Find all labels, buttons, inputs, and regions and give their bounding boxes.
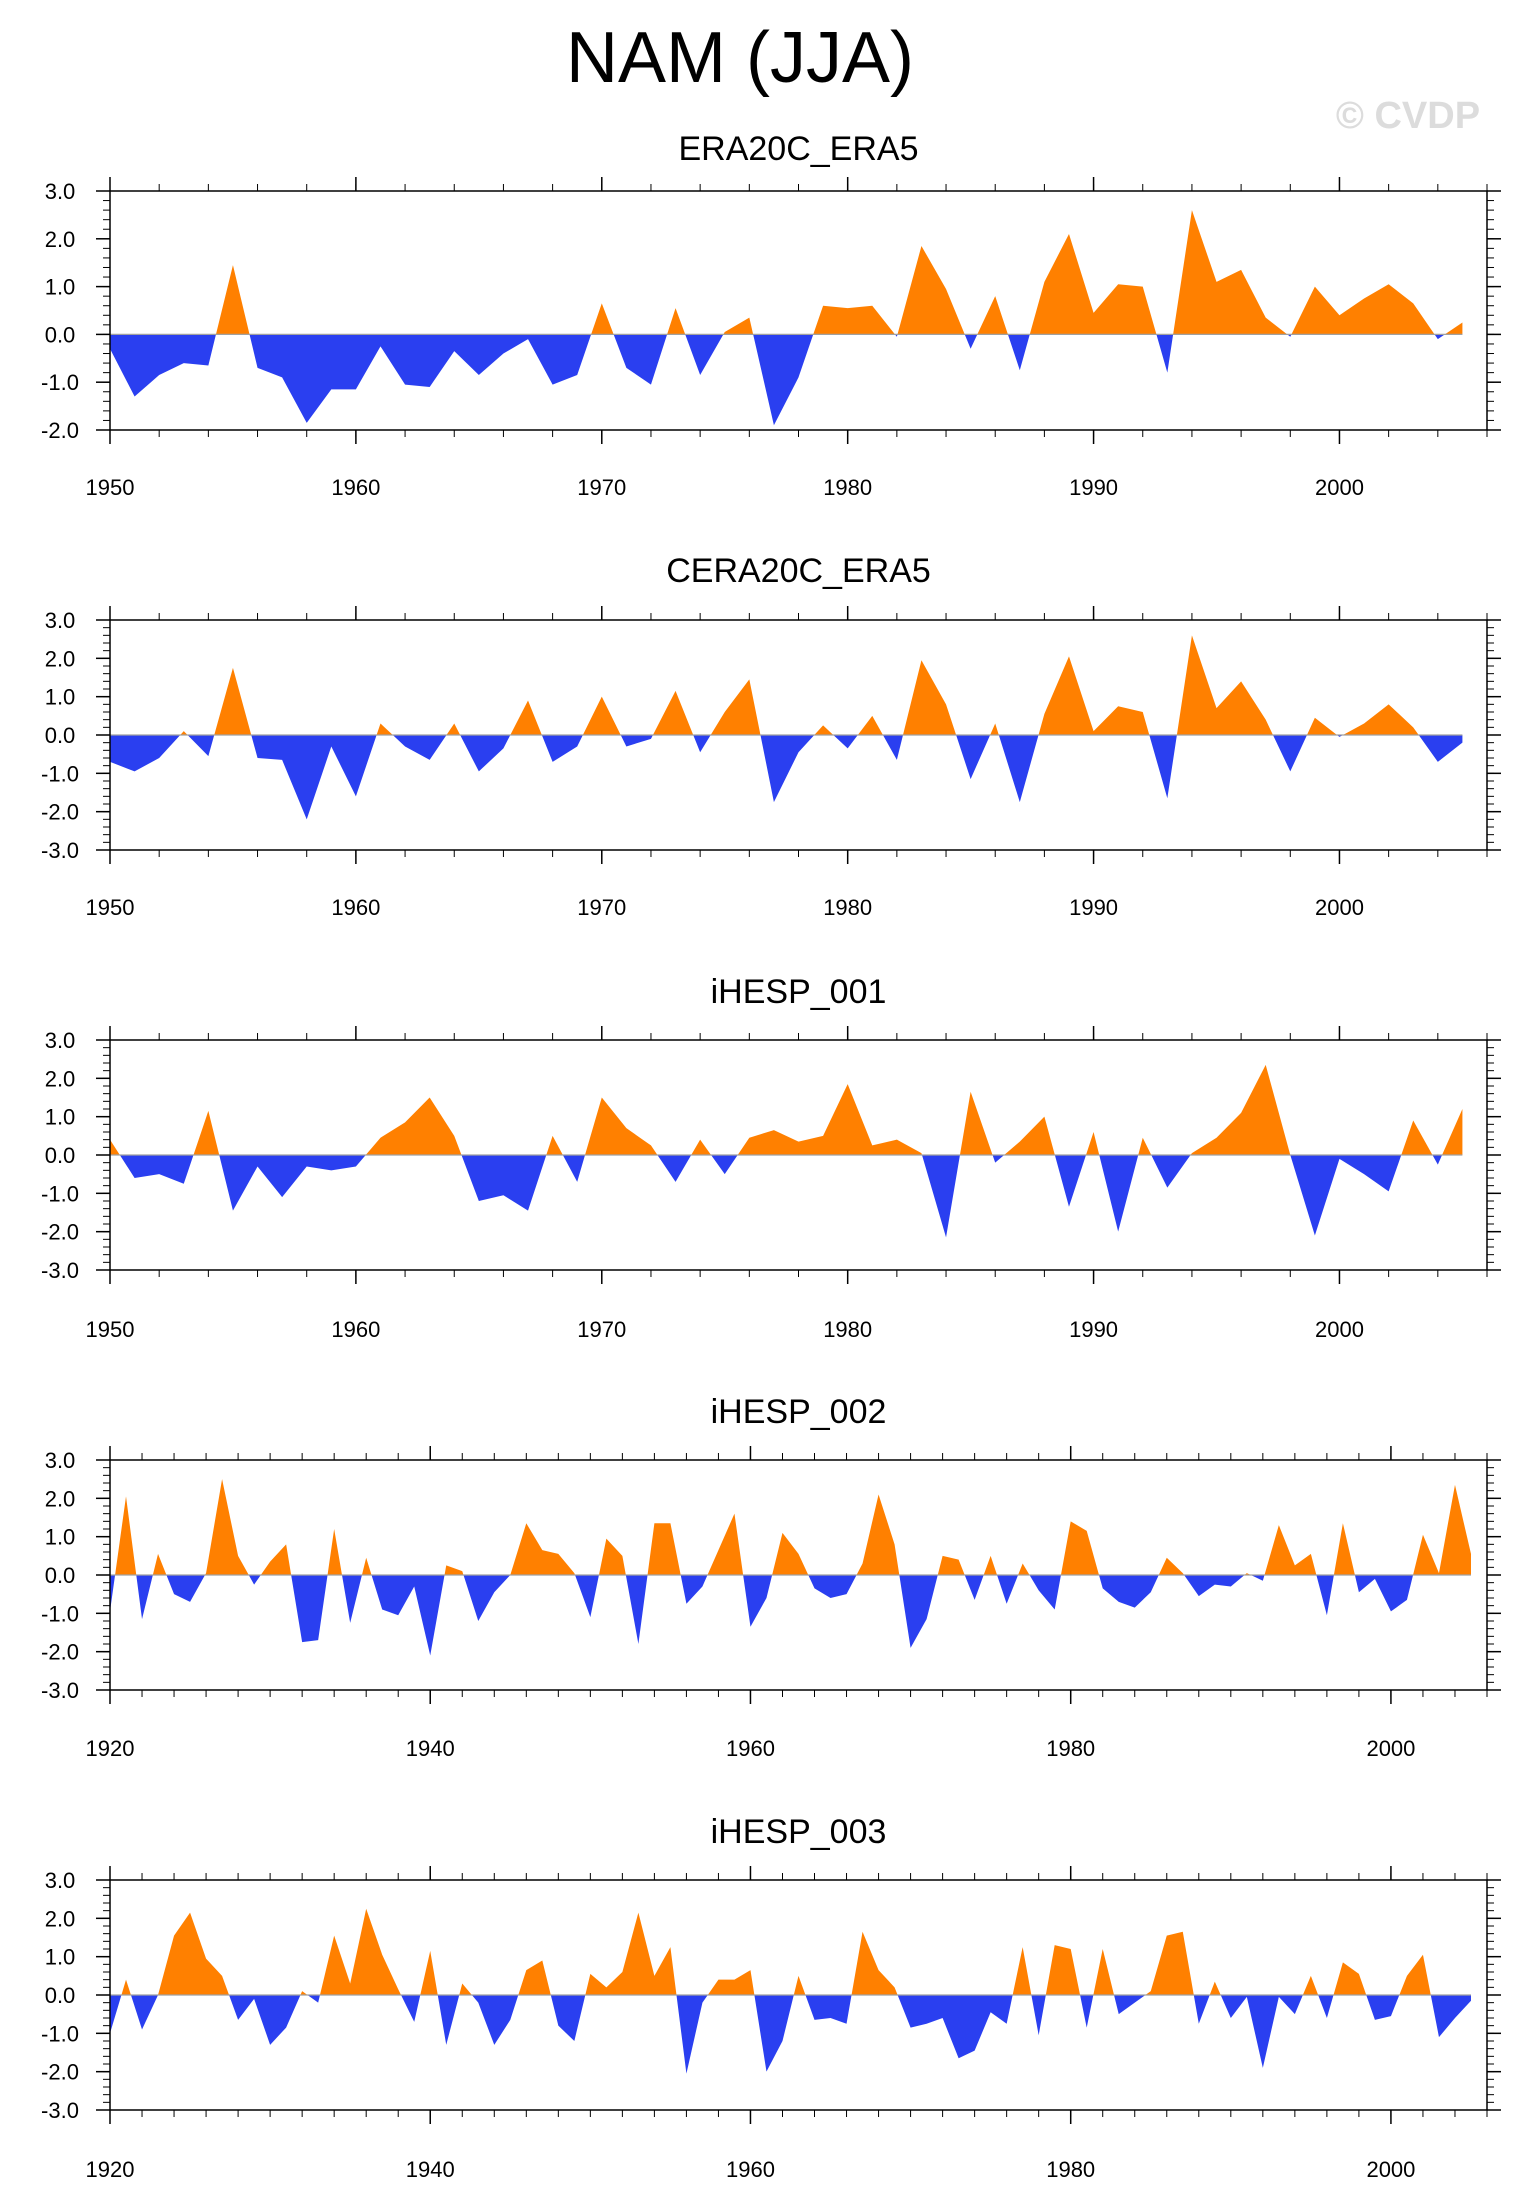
x-tick-label: 2000 (1315, 475, 1364, 500)
x-tick-label: 1980 (1046, 1736, 1095, 1761)
x-tick-label: 1970 (577, 895, 626, 920)
y-tick-label: 0.0 (45, 1143, 76, 1168)
y-tick-label: 1.0 (45, 1105, 76, 1130)
x-tick-label: 2000 (1366, 1736, 1415, 1761)
negative-anomaly-area (110, 1155, 1463, 1238)
x-tick-label: 1970 (577, 475, 626, 500)
y-tick-label: -1.0 (41, 370, 79, 395)
y-tick-label: 0.0 (45, 1983, 76, 2008)
x-tick-label: 1940 (406, 1736, 455, 1761)
y-tick-label: 1.0 (45, 685, 76, 710)
y-tick-label: 0.0 (45, 1563, 76, 1588)
y-tick-label: -2.0 (41, 1220, 79, 1245)
y-tick-label: 2.0 (45, 1906, 76, 1931)
x-tick-label: 1920 (86, 2157, 135, 2182)
y-tick-label: 3.0 (45, 179, 76, 204)
x-tick-label: 2000 (1315, 1317, 1364, 1342)
positive-anomaly-area (110, 1908, 1471, 1995)
x-tick-label: 1980 (823, 475, 872, 500)
panel-title: iHESP_001 (711, 973, 887, 1011)
chart-panel-4: iHESP_002 3.0 2.0 1.0 0.0 -1.0 -2.0 -3.0 1920 194… (41, 1393, 1501, 1761)
x-tick-label: 2000 (1366, 2157, 1415, 2182)
panel-title: iHESP_003 (711, 1813, 887, 1851)
y-tick-label: -3.0 (41, 838, 79, 863)
watermark: © CVDP (1336, 95, 1480, 137)
positive-anomaly-area (110, 210, 1463, 335)
y-tick-label: 2.0 (45, 646, 76, 671)
x-tick-label: 1940 (406, 2157, 455, 2182)
x-tick-label: 1980 (823, 895, 872, 920)
y-tick-label: 3.0 (45, 1868, 76, 1893)
x-tick-label: 1950 (86, 1317, 135, 1342)
chart-panel-1: ERA20C_ERA5 3.0 2.0 1.0 0.0 -1.0 -2.0 1950 1960 1… (41, 130, 1501, 500)
x-tick-label: 1960 (331, 1317, 380, 1342)
x-tick-label: 1960 (331, 895, 380, 920)
x-tick-label: 2000 (1315, 895, 1364, 920)
panel-title: ERA20C_ERA5 (678, 130, 918, 168)
positive-anomaly-area (110, 1064, 1463, 1155)
x-tick-label: 1980 (823, 1317, 872, 1342)
y-tick-label: -1.0 (41, 761, 79, 786)
x-tick-label: 1990 (1069, 895, 1118, 920)
x-tick-label: 1960 (331, 475, 380, 500)
negative-anomaly-area (110, 735, 1463, 820)
y-tick-label: -1.0 (41, 2021, 79, 2046)
chart-panels: ERA20C_ERA5 3.0 2.0 1.0 0.0 -1.0 -2.0 1950 1960 1… (41, 130, 1501, 2182)
panel-title: iHESP_002 (711, 1393, 887, 1431)
x-tick-label: 1970 (577, 1317, 626, 1342)
positive-anomaly-area (110, 1479, 1471, 1575)
y-tick-label: -1.0 (41, 1601, 79, 1626)
chart-panel-3: iHESP_001 3.0 2.0 1.0 0.0 -1.0 -2.0 -3.0 1950 196… (41, 973, 1501, 1342)
chart-panel-2: CERA20C_ERA5 3.0 2.0 1.0 0.0 -1.0 -2.0 -3.0 1950… (41, 552, 1501, 920)
y-tick-label: -3.0 (41, 1678, 79, 1703)
chart-panel-5: iHESP_003 3.0 2.0 1.0 0.0 -1.0 -2.0 -3.0 1920 194… (41, 1813, 1501, 2182)
negative-anomaly-area (110, 334, 1463, 426)
negative-anomaly-area (110, 1575, 1471, 1656)
y-tick-label: 0.0 (45, 322, 76, 347)
y-tick-label: 3.0 (45, 1028, 76, 1053)
y-tick-label: -3.0 (41, 1258, 79, 1283)
x-tick-label: 1980 (1046, 2157, 1095, 2182)
x-tick-label: 1960 (726, 1736, 775, 1761)
x-tick-label: 1950 (86, 895, 135, 920)
negative-anomaly-area (110, 1995, 1471, 2074)
y-tick-label: -1.0 (41, 1181, 79, 1206)
y-tick-label: -2.0 (41, 1640, 79, 1665)
y-tick-label: -2.0 (41, 418, 79, 443)
figure-title: NAM (JJA) (566, 18, 914, 98)
positive-anomaly-area (110, 635, 1463, 735)
y-tick-label: 0.0 (45, 723, 76, 748)
y-tick-label: 1.0 (45, 1525, 76, 1550)
y-tick-label: 2.0 (45, 227, 76, 252)
y-tick-label: -3.0 (41, 2098, 79, 2123)
x-tick-label: 1990 (1069, 1317, 1118, 1342)
x-tick-label: 1990 (1069, 475, 1118, 500)
x-tick-label: 1920 (86, 1736, 135, 1761)
panel-title: CERA20C_ERA5 (666, 552, 931, 590)
y-tick-label: 1.0 (45, 1945, 76, 1970)
x-tick-label: 1950 (86, 475, 135, 500)
y-tick-label: -2.0 (41, 2060, 79, 2085)
y-tick-label: 2.0 (45, 1066, 76, 1091)
y-tick-label: 3.0 (45, 608, 76, 633)
y-tick-label: 3.0 (45, 1448, 76, 1473)
y-tick-label: -2.0 (41, 800, 79, 825)
x-tick-label: 1960 (726, 2157, 775, 2182)
y-tick-label: 2.0 (45, 1486, 76, 1511)
y-tick-label: 1.0 (45, 275, 76, 300)
